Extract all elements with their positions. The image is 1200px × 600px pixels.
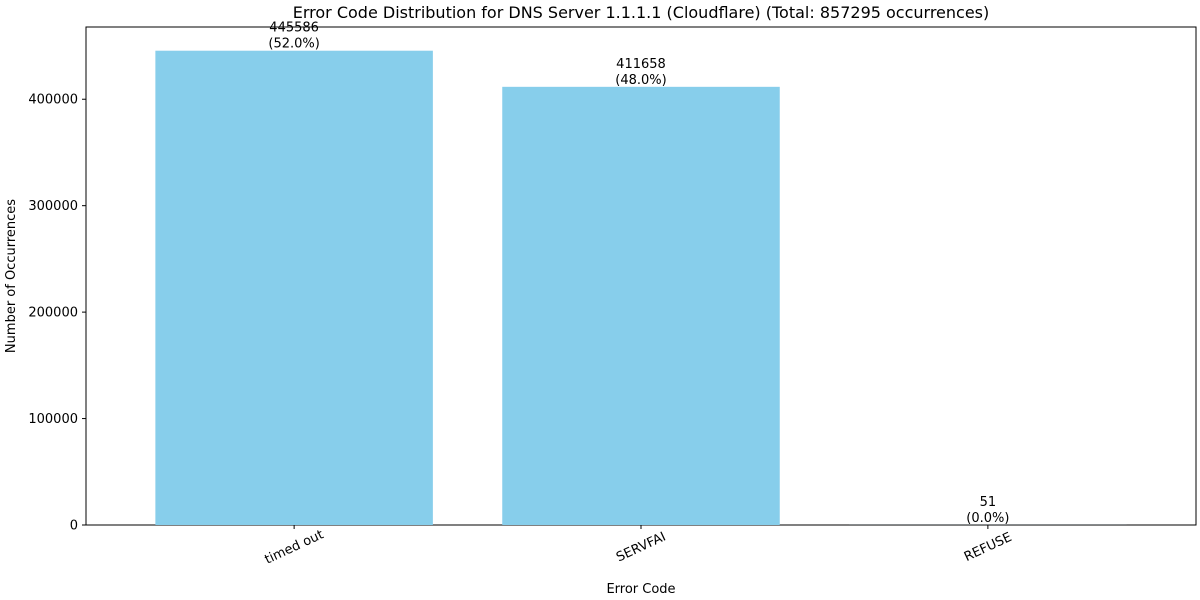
bar-value-label: 51 — [980, 495, 997, 510]
y-tick-label: 100000 — [28, 412, 78, 427]
bar-percent-label: (48.0%) — [615, 73, 666, 88]
bar-value-label: 445586 — [269, 21, 319, 36]
y-tick-label: 200000 — [28, 306, 78, 321]
x-axis-label: Error Code — [606, 582, 675, 597]
y-tick-label: 400000 — [28, 93, 78, 108]
bars — [155, 50, 1127, 526]
y-tick-label: 0 — [70, 519, 78, 534]
y-tick-label: 300000 — [28, 199, 78, 214]
bar-value-label: 411658 — [616, 57, 666, 72]
chart-title: Error Code Distribution for DNS Server 1… — [293, 3, 990, 22]
x-tick-label: SERVFAI — [614, 530, 668, 566]
y-axis: 0 100000 200000 300000 400000 — [28, 93, 86, 534]
bar-percent-label: (0.0%) — [966, 511, 1009, 526]
x-axis: timed out SERVFAI REFUSE — [263, 525, 1014, 568]
bar-servfai — [502, 86, 780, 526]
x-tick-label: REFUSE — [962, 530, 1014, 565]
y-axis-label: Number of Occurrences — [4, 199, 19, 353]
bar-percent-label: (52.0%) — [268, 37, 319, 52]
bar-timed-out — [155, 50, 433, 525]
x-tick-label: timed out — [263, 527, 326, 567]
data-labels: 445586(52.0%) 411658(48.0%) 51(0.0%) — [268, 21, 1009, 526]
